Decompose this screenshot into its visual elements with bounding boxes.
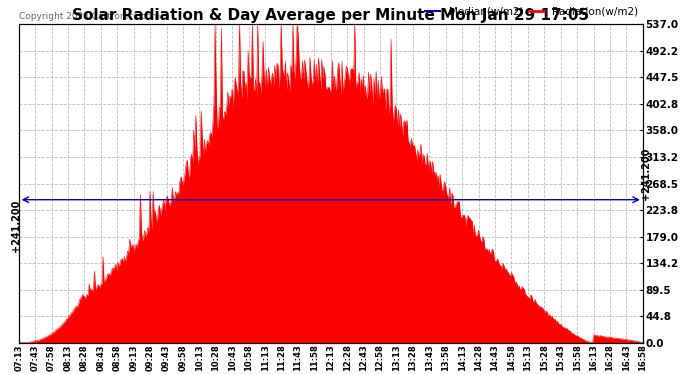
Text: +241.200: +241.200 (641, 147, 651, 200)
Title: Solar Radiation & Day Average per Minute Mon Jan 29 17:05: Solar Radiation & Day Average per Minute… (72, 8, 589, 23)
Text: Copyright 2024 Cartronics.com: Copyright 2024 Cartronics.com (19, 12, 160, 21)
Text: +241.200: +241.200 (10, 200, 21, 252)
Legend: Median(w/m2), Radiation(w/m2): Median(w/m2), Radiation(w/m2) (421, 2, 643, 20)
